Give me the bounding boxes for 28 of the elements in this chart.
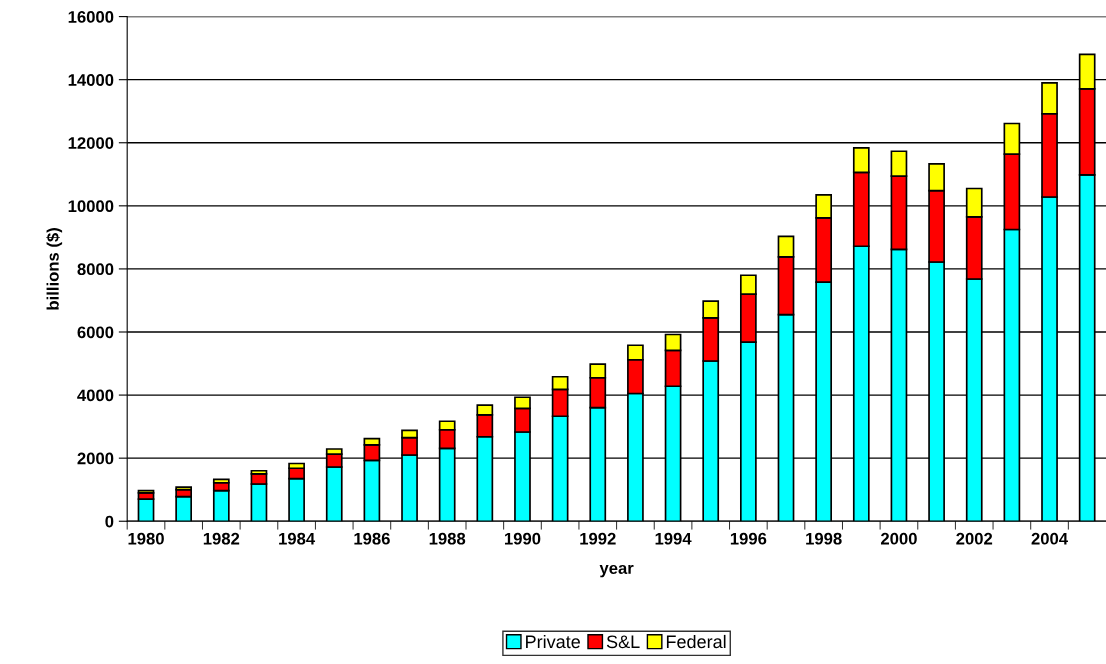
y-tick-label: 12000 bbox=[68, 137, 114, 149]
x-tick-label: 1980 bbox=[128, 532, 164, 545]
x-tick-label: 1982 bbox=[203, 532, 240, 545]
y-tick-label: 14000 bbox=[68, 74, 114, 86]
x-tick-label: 1990 bbox=[504, 532, 541, 545]
legend-label: S&L bbox=[606, 635, 640, 649]
x-tick-label: 1992 bbox=[580, 532, 616, 545]
y-tick-label: 8000 bbox=[77, 263, 114, 276]
x-tick-label: 1994 bbox=[655, 532, 692, 545]
x-axis-title: year bbox=[599, 564, 634, 578]
y-tick-label: 16000 bbox=[68, 11, 114, 23]
legend-label: Private bbox=[526, 634, 580, 649]
bar bbox=[175, 495, 193, 522]
x-tick-label: 1984 bbox=[279, 532, 316, 545]
x-tick-label: 2000 bbox=[880, 532, 917, 545]
y-tick-label: 10000 bbox=[68, 200, 114, 213]
legend-label: Federal bbox=[666, 634, 726, 649]
x-tick-label: 2002 bbox=[956, 532, 993, 545]
y-tick-label: 6000 bbox=[77, 326, 114, 339]
y-tick-label: 0 bbox=[105, 515, 114, 528]
x-tick-label: 1996 bbox=[730, 532, 767, 545]
x-tick-label: 2004 bbox=[1031, 532, 1068, 545]
y-tick-label: 4000 bbox=[77, 389, 114, 402]
x-tick-label: 1986 bbox=[354, 532, 390, 545]
x-tick-label: 1988 bbox=[429, 532, 466, 545]
y-axis-title: billions ($) bbox=[46, 228, 63, 310]
y-tick-label: 2000 bbox=[77, 452, 114, 465]
x-tick-label: 1998 bbox=[806, 532, 842, 545]
